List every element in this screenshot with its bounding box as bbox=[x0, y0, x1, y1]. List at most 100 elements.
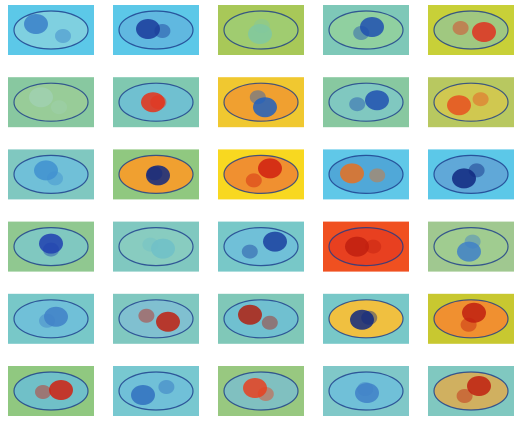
map-blob bbox=[138, 308, 155, 323]
map-blob bbox=[365, 239, 382, 254]
map-features bbox=[447, 92, 489, 116]
map-blob bbox=[360, 17, 384, 37]
map-rim bbox=[328, 371, 404, 411]
panel bbox=[323, 366, 409, 416]
map-blob bbox=[340, 163, 364, 184]
panel bbox=[8, 77, 94, 128]
map-blob bbox=[51, 100, 67, 115]
map-features bbox=[248, 19, 272, 44]
map-features bbox=[353, 17, 384, 40]
panel bbox=[8, 221, 94, 272]
map-features bbox=[350, 309, 378, 330]
panel bbox=[323, 77, 409, 128]
map-blob bbox=[452, 168, 476, 189]
map-rim bbox=[118, 10, 194, 50]
map-blob bbox=[468, 163, 485, 178]
panel bbox=[113, 221, 199, 272]
map-rim bbox=[223, 371, 299, 411]
map-rim bbox=[433, 154, 509, 194]
map-rim bbox=[223, 82, 299, 122]
map-blob bbox=[49, 380, 73, 400]
map-rim bbox=[223, 227, 299, 267]
map-blob bbox=[460, 317, 477, 332]
map-features bbox=[452, 21, 496, 42]
panel bbox=[323, 149, 409, 200]
panel bbox=[218, 149, 304, 200]
panel bbox=[218, 366, 304, 416]
map-rim bbox=[13, 82, 89, 122]
map-features bbox=[131, 380, 175, 405]
map-blob bbox=[361, 310, 378, 325]
map-features bbox=[349, 90, 389, 112]
panel bbox=[113, 77, 199, 128]
map-blob bbox=[158, 380, 175, 394]
map-features bbox=[345, 236, 382, 257]
map-features bbox=[243, 378, 274, 401]
panel bbox=[113, 5, 199, 55]
panel bbox=[8, 366, 94, 416]
map-rim bbox=[328, 154, 404, 194]
map-blob bbox=[55, 29, 71, 43]
map-blob bbox=[349, 97, 366, 112]
panel bbox=[8, 149, 94, 200]
panel bbox=[428, 5, 514, 55]
map-features bbox=[146, 165, 170, 186]
map-blob bbox=[142, 237, 159, 252]
map-blob bbox=[249, 90, 266, 105]
map-blob bbox=[238, 304, 262, 325]
map-rim bbox=[223, 154, 299, 194]
map-features bbox=[142, 237, 175, 259]
map-blob bbox=[447, 95, 471, 116]
map-rim bbox=[433, 299, 509, 339]
map-features bbox=[340, 163, 386, 184]
map-features bbox=[39, 233, 63, 257]
map-rim bbox=[223, 299, 299, 339]
map-features bbox=[241, 231, 287, 259]
map-rim bbox=[118, 154, 194, 194]
panel bbox=[218, 293, 304, 344]
map-blob bbox=[462, 302, 486, 323]
map-features bbox=[456, 376, 491, 403]
map-blob bbox=[467, 376, 491, 396]
map-blob bbox=[258, 158, 282, 179]
panel bbox=[218, 5, 304, 55]
map-blob bbox=[151, 238, 175, 259]
map-rim bbox=[433, 227, 509, 267]
panel bbox=[113, 149, 199, 200]
map-features bbox=[452, 163, 485, 189]
panel bbox=[323, 221, 409, 272]
map-rim bbox=[118, 371, 194, 411]
map-rim bbox=[433, 10, 509, 50]
map-blob bbox=[39, 233, 63, 254]
panel bbox=[8, 293, 94, 344]
map-features bbox=[460, 302, 486, 332]
panel bbox=[113, 293, 199, 344]
map-rim bbox=[13, 154, 89, 194]
map-blob bbox=[131, 385, 155, 405]
panel bbox=[323, 293, 409, 344]
map-rim bbox=[328, 10, 404, 50]
map-rim bbox=[433, 371, 509, 411]
map-blob bbox=[472, 22, 496, 42]
panel bbox=[428, 366, 514, 416]
map-rim bbox=[13, 299, 89, 339]
map-blob bbox=[43, 242, 59, 257]
map-blob bbox=[24, 14, 48, 34]
map-blob bbox=[253, 97, 277, 118]
map-blob bbox=[456, 389, 473, 403]
panel bbox=[218, 77, 304, 128]
map-blob bbox=[464, 234, 481, 249]
map-features bbox=[39, 306, 68, 328]
map-features bbox=[141, 92, 167, 113]
panel bbox=[8, 5, 94, 55]
map-blob bbox=[146, 166, 163, 181]
map-blob bbox=[47, 171, 63, 186]
map-blob bbox=[44, 306, 68, 327]
map-blob bbox=[353, 26, 370, 40]
map-features bbox=[245, 158, 282, 188]
map-blob bbox=[34, 160, 58, 181]
map-features bbox=[355, 382, 379, 403]
map-blob bbox=[345, 236, 369, 257]
